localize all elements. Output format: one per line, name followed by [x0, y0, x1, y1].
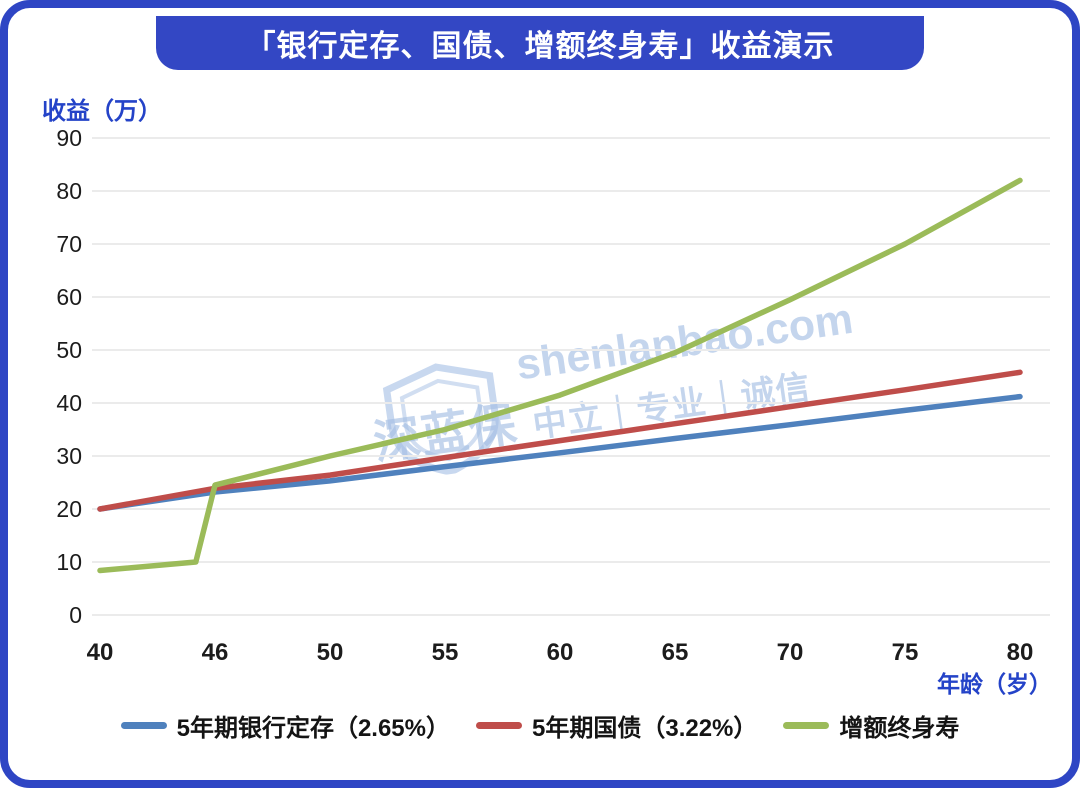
- title-banner: 「银行定存、国债、增额终身寿」收益演示: [156, 16, 924, 70]
- legend-item: 增额终身寿: [783, 708, 959, 743]
- legend-label: 5年期银行定存（2.65%）: [176, 715, 450, 742]
- line-chart: 0 10 20 30 40 50 60 70 80 90 40 46 50 55 60 65 70 75 80: [56, 125, 1050, 666]
- series-line: [97, 369, 1023, 512]
- y-tick-label: 10: [56, 549, 82, 575]
- y-tick-label: 90: [56, 125, 82, 151]
- legend-item: 5年期国债（3.22%）: [476, 708, 757, 743]
- legend-label: 5年期国债（3.22%）: [532, 715, 758, 742]
- y-tick-label: 50: [56, 337, 82, 363]
- legend-line-swatch: [120, 722, 167, 729]
- y-axis-title: 收益（万）: [42, 98, 162, 125]
- x-tick-label: 50: [317, 639, 344, 666]
- y-tick-label: 0: [69, 602, 82, 628]
- chart-legend: 5年期银行定存（2.65%） 5年期国债（3.22%） 增额终身寿: [8, 708, 1072, 743]
- y-tick-label: 30: [56, 443, 82, 469]
- series-line: [97, 393, 1023, 512]
- y-tick-label: 80: [56, 178, 82, 204]
- y-tick-label: 60: [56, 284, 82, 310]
- x-axis-title: 年龄（岁）: [937, 671, 1052, 697]
- x-tick-label: 70: [777, 639, 804, 666]
- x-tick-label: 46: [202, 639, 229, 666]
- x-tick-label: 40: [87, 639, 114, 666]
- legend-label: 增额终身寿: [839, 715, 960, 742]
- legend-item: 5年期银行定存（2.65%）: [120, 708, 450, 743]
- legend-line-swatch: [783, 722, 830, 729]
- x-tick-label: 80: [1007, 639, 1034, 666]
- x-tick-label: 60: [547, 639, 574, 666]
- legend-line-swatch: [476, 722, 522, 729]
- series-line: [97, 177, 1023, 574]
- y-tick-label: 20: [56, 496, 82, 522]
- y-tick-label: 70: [56, 231, 82, 257]
- page-title: 「银行定存、国债、增额终身寿」收益演示: [245, 30, 835, 63]
- x-tick-label: 65: [662, 639, 689, 666]
- x-tick-label: 55: [432, 639, 459, 666]
- y-tick-label: 40: [56, 390, 82, 416]
- x-tick-label: 75: [892, 639, 919, 666]
